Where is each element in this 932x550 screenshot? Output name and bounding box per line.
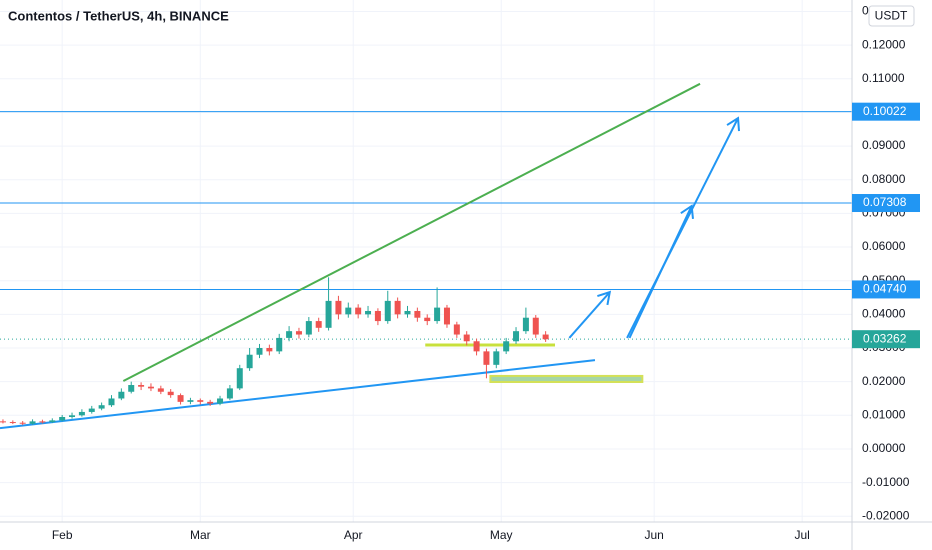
candle-body xyxy=(315,321,322,328)
candle-body xyxy=(157,388,164,392)
y-tick-label: 0.09000 xyxy=(862,138,906,152)
candle-body xyxy=(197,400,204,402)
level-box xyxy=(852,280,920,299)
level-box xyxy=(852,194,920,213)
y-tick-label: -0.02000 xyxy=(862,508,910,522)
arrow xyxy=(626,117,739,339)
plot xyxy=(0,82,852,430)
x-tick-label: Apr xyxy=(344,528,363,542)
y-tick-label: 0.00000 xyxy=(862,441,906,455)
arrow-head xyxy=(680,204,694,220)
x-tick-label: May xyxy=(490,528,513,542)
trendline xyxy=(0,359,596,430)
candle-body xyxy=(335,300,342,315)
arrow xyxy=(568,291,611,339)
candle-body xyxy=(414,310,421,318)
candle-body xyxy=(295,331,302,335)
x-tick-label: Feb xyxy=(52,528,73,542)
candle-body xyxy=(355,307,362,315)
candle-body xyxy=(69,415,76,417)
y-tick-label: 0.02000 xyxy=(862,374,906,388)
candle-body xyxy=(374,310,381,322)
x-tick-label: Jul xyxy=(795,528,810,542)
candle-body xyxy=(384,300,391,322)
candle-body xyxy=(9,422,16,424)
candle-body xyxy=(443,307,450,325)
candle-body xyxy=(266,348,273,352)
candle-body xyxy=(59,416,66,421)
candle-body xyxy=(29,421,36,424)
candle-body xyxy=(118,391,125,399)
candle-body xyxy=(404,310,411,315)
candle-body xyxy=(542,334,549,340)
arrow-head xyxy=(597,290,612,306)
candle-body xyxy=(167,391,174,396)
candle-body xyxy=(503,341,510,352)
candle-body xyxy=(217,398,224,404)
y-tick-label: -0.01000 xyxy=(862,475,910,489)
trendline xyxy=(122,82,701,382)
y-tick-label: 0.08000 xyxy=(862,172,906,186)
last-price-box xyxy=(852,330,920,349)
candle-body xyxy=(246,354,253,369)
y-tick-label: 0.04000 xyxy=(862,307,906,321)
candle-body xyxy=(513,331,520,342)
candle-body xyxy=(147,386,154,389)
candle-body xyxy=(236,368,243,389)
candle-body xyxy=(39,421,46,423)
y-tick-label: 0.11000 xyxy=(862,71,905,85)
candle-body xyxy=(19,422,26,424)
candle-body xyxy=(0,421,6,423)
candle-body xyxy=(49,420,56,423)
candle-body xyxy=(365,310,372,315)
candle-body xyxy=(434,307,441,322)
candle-body xyxy=(256,348,263,355)
candle-body xyxy=(424,317,431,322)
y-tick-label: 0.12000 xyxy=(862,37,906,51)
level-label: 0.07308 xyxy=(863,195,907,209)
candle-body xyxy=(128,385,135,392)
candle-body xyxy=(138,385,145,387)
grid xyxy=(0,0,852,522)
candle-body xyxy=(286,331,293,338)
candle-body xyxy=(345,307,352,315)
level-label: 0.10022 xyxy=(863,104,907,118)
chart-title: Contentos / TetherUS, 4h, BINANCE xyxy=(8,8,229,23)
y-tick-label: 0.06000 xyxy=(862,239,906,253)
arrow-head xyxy=(726,116,740,132)
level-label: 0.04740 xyxy=(863,282,907,296)
candle-body xyxy=(78,411,85,416)
candle-body xyxy=(226,388,233,399)
candle-body xyxy=(98,405,105,409)
x-tick-label: Jun xyxy=(644,528,663,542)
candle-body xyxy=(88,408,95,412)
candle-body xyxy=(305,321,312,335)
candle-body xyxy=(483,351,490,365)
x-tick-label: Mar xyxy=(190,528,211,542)
candle-body xyxy=(532,317,539,335)
candle-body xyxy=(207,401,214,404)
candle-body xyxy=(463,334,470,342)
zone xyxy=(489,374,644,383)
candle-body xyxy=(522,317,529,332)
y-tick-label: 0 xyxy=(862,4,869,18)
candle-body xyxy=(473,341,480,352)
unit-box xyxy=(868,5,915,27)
y-tick-label: 0.01000 xyxy=(862,407,906,421)
candle-body xyxy=(453,324,460,335)
level-box xyxy=(852,102,920,121)
candle-body xyxy=(276,337,283,352)
candle-body xyxy=(187,400,194,402)
candle-body xyxy=(394,300,401,315)
candle-body xyxy=(108,398,115,406)
candle-body xyxy=(325,300,332,328)
candle-body xyxy=(493,351,500,365)
candle-body xyxy=(177,395,184,402)
last-price-label: 0.03262 xyxy=(863,331,907,345)
unit-label: USDT xyxy=(875,9,908,23)
